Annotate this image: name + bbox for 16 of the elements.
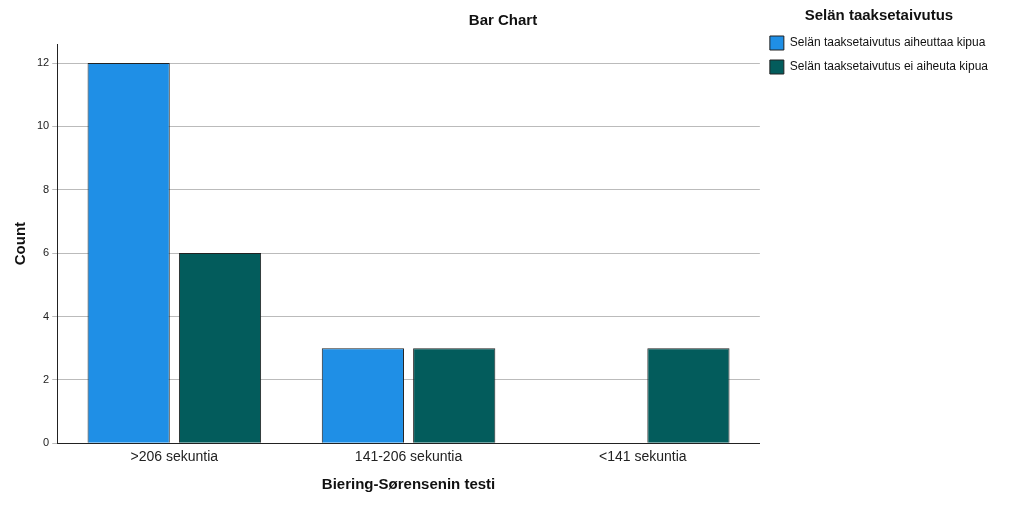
y-tick-label: 8 — [43, 182, 50, 195]
x-tick-label: >206 sekuntia — [130, 448, 219, 465]
legend-label: Selän taaksetaivutus aiheuttaa kipua — [789, 35, 986, 50]
x-tick-label: 141-206 sekuntia — [354, 448, 463, 465]
legend-title: Selän taaksetaivutus — [804, 5, 954, 23]
y-tick-label: 0 — [43, 436, 50, 449]
y-tick-label: 2 — [43, 372, 50, 385]
legend-label: Selän taaksetaivutus ei aiheuta kipua — [789, 59, 989, 74]
x-axis-title: Biering-Sørensenin testi — [321, 475, 496, 493]
y-tick-label: 10 — [36, 119, 50, 132]
y-tick-label: 4 — [43, 309, 50, 322]
x-tick-label: <141 sekuntia — [598, 448, 687, 465]
y-tick-label: 12 — [36, 56, 50, 69]
y-tick-label: 6 — [43, 246, 50, 259]
chart-title: Bar Chart — [468, 11, 538, 29]
y-axis-title: Count — [11, 221, 29, 266]
